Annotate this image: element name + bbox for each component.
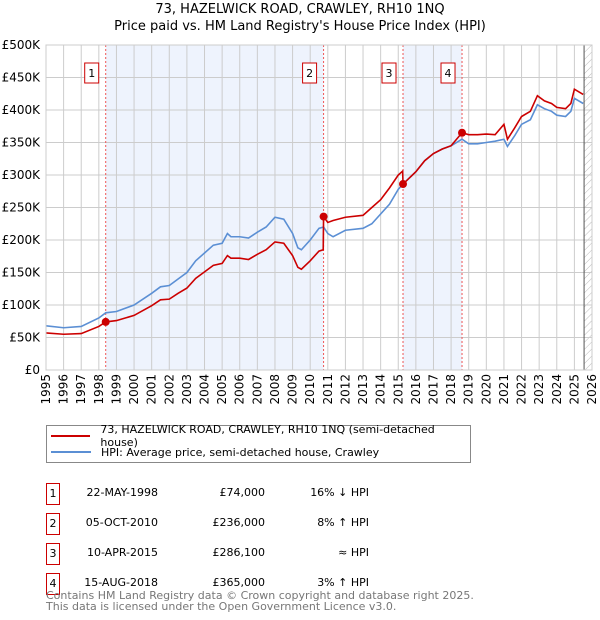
sale-date: 15-AUG-2018 [84, 576, 158, 589]
sale-price: £365,000 [212, 576, 266, 589]
sale-hpi-comparison: ≈ HPI [338, 546, 369, 559]
legend-item-property: 73, HAZELWICK ROAD, CRAWLEY, RH10 1NQ (s… [51, 423, 470, 449]
x-tick-label: 2009 [286, 374, 300, 405]
x-tick-label: 2016 [409, 374, 423, 405]
x-tick-label: 2022 [515, 374, 529, 405]
y-tick-label: £250K [2, 201, 42, 215]
x-tick-label: 1996 [57, 374, 71, 405]
x-tick-label: 2025 [567, 374, 581, 405]
y-tick-label: £350K [2, 136, 42, 150]
x-tick-label: 2023 [532, 374, 546, 405]
sale-label-box: 2 [302, 62, 318, 84]
sale-label-number: 3 [386, 67, 393, 80]
sale-label-box: 4 [440, 62, 456, 84]
sale-hpi-comparison: 8% ↑ HPI [317, 516, 369, 529]
x-tick-label: 2021 [497, 374, 511, 405]
sale-date: 10-APR-2015 [86, 546, 158, 559]
sale-date: 22-MAY-1998 [86, 486, 158, 499]
sale-price: £286,100 [212, 546, 266, 559]
y-tick-label: £100K [2, 298, 42, 312]
y-tick-label: £400K [2, 103, 42, 117]
y-tick-label: £150K [2, 266, 42, 280]
x-tick-label: 2011 [321, 374, 335, 405]
x-tick-label: 2019 [462, 374, 476, 405]
sale-label-number: 4 [445, 67, 452, 80]
price-chart: 1995 1996 1997 1998 1999 2000 2001 2002 2003 2004… [2, 38, 599, 405]
y-tick-label: £300K [2, 168, 42, 182]
legend-label-property: 73, HAZELWICK ROAD, CRAWLEY, RH10 1NQ (s… [100, 423, 435, 449]
sale-point [101, 317, 110, 326]
x-tick-label: 2004 [198, 374, 212, 405]
sale-label-border [381, 62, 397, 84]
x-tick-label: 2007 [250, 374, 264, 405]
series-line [45, 97, 584, 329]
plot-border [45, 44, 593, 371]
x-tick-label: 2010 [303, 374, 317, 405]
x-tick-label: 2001 [145, 374, 159, 405]
x-tick-label: 2026 [585, 374, 599, 405]
x-tick-label: 2013 [356, 374, 370, 405]
x-tick-label: 2020 [479, 374, 493, 405]
sale-label-border [302, 62, 318, 84]
sale-number-badge: 2 [46, 513, 60, 535]
sale-label-number: 2 [306, 67, 313, 80]
x-tick-label: 2003 [180, 374, 194, 405]
sale-point [458, 128, 467, 137]
legend-label-hpi: HPI: Average price, semi-detached house,… [101, 445, 380, 459]
sale-number-badge: 3 [46, 543, 60, 565]
x-tick-label: 2005 [215, 374, 229, 405]
sale-number-badge: 1 [46, 483, 60, 505]
y-tick-label: £200K [2, 233, 42, 247]
footer-copyright: Contains HM Land Registry data © Crown c… [46, 589, 474, 602]
x-tick-label: 1998 [92, 374, 106, 405]
legend: 73, HAZELWICK ROAD, CRAWLEY, RH10 1NQ (s… [46, 423, 471, 463]
sale-price: £236,000 [212, 516, 266, 529]
x-tick-label: 2000 [127, 374, 141, 405]
x-tick-label: 2008 [268, 374, 282, 405]
legend-item-hpi: HPI: Average price, semi-detached house,… [51, 444, 379, 460]
y-tick-label: £500K [2, 38, 42, 52]
footer-licence: This data is licensed under the Open Gov… [46, 600, 397, 613]
y-tick-label: £450K [2, 71, 42, 85]
x-tick-label: 2018 [444, 374, 458, 405]
x-tick-label: 2006 [233, 374, 247, 405]
sale-hpi-comparison: 16% ↓ HPI [310, 486, 369, 499]
x-tick-label: 1997 [74, 374, 88, 405]
y-tick-label: £50K [9, 331, 41, 345]
sale-label-border [84, 62, 100, 84]
x-tick-label: 1999 [109, 374, 123, 405]
x-tick-label: 2015 [391, 374, 405, 405]
sale-hpi-comparison: 3% ↑ HPI [317, 576, 369, 589]
chart-title: 73, HAZELWICK ROAD, CRAWLEY, RH10 1NQ [155, 2, 445, 17]
x-tick-label: 1995 [39, 374, 53, 405]
blue-line-swatch [51, 451, 91, 453]
chart-subtitle: Price paid vs. HM Land Registry's House … [114, 19, 486, 34]
sale-date: 05-OCT-2010 [85, 516, 158, 529]
x-tick-label: 2002 [162, 374, 176, 405]
sale-point [399, 180, 408, 189]
x-tick-label: 2012 [338, 374, 352, 405]
sale-label-box: 1 [84, 62, 100, 84]
sale-price: £74,000 [219, 486, 266, 499]
y-tick-label: £0 [25, 363, 40, 377]
x-tick-label: 2014 [374, 374, 388, 405]
sale-label-box: 3 [381, 62, 397, 84]
series-line [45, 87, 584, 336]
sale-label-border [440, 62, 456, 84]
red-line-swatch [51, 435, 91, 437]
sale-number-badge: 4 [46, 573, 60, 595]
sale-point [319, 212, 328, 221]
x-tick-label: 2024 [550, 374, 564, 405]
x-tick-label: 2017 [426, 374, 440, 405]
sale-label-number: 1 [88, 67, 95, 80]
